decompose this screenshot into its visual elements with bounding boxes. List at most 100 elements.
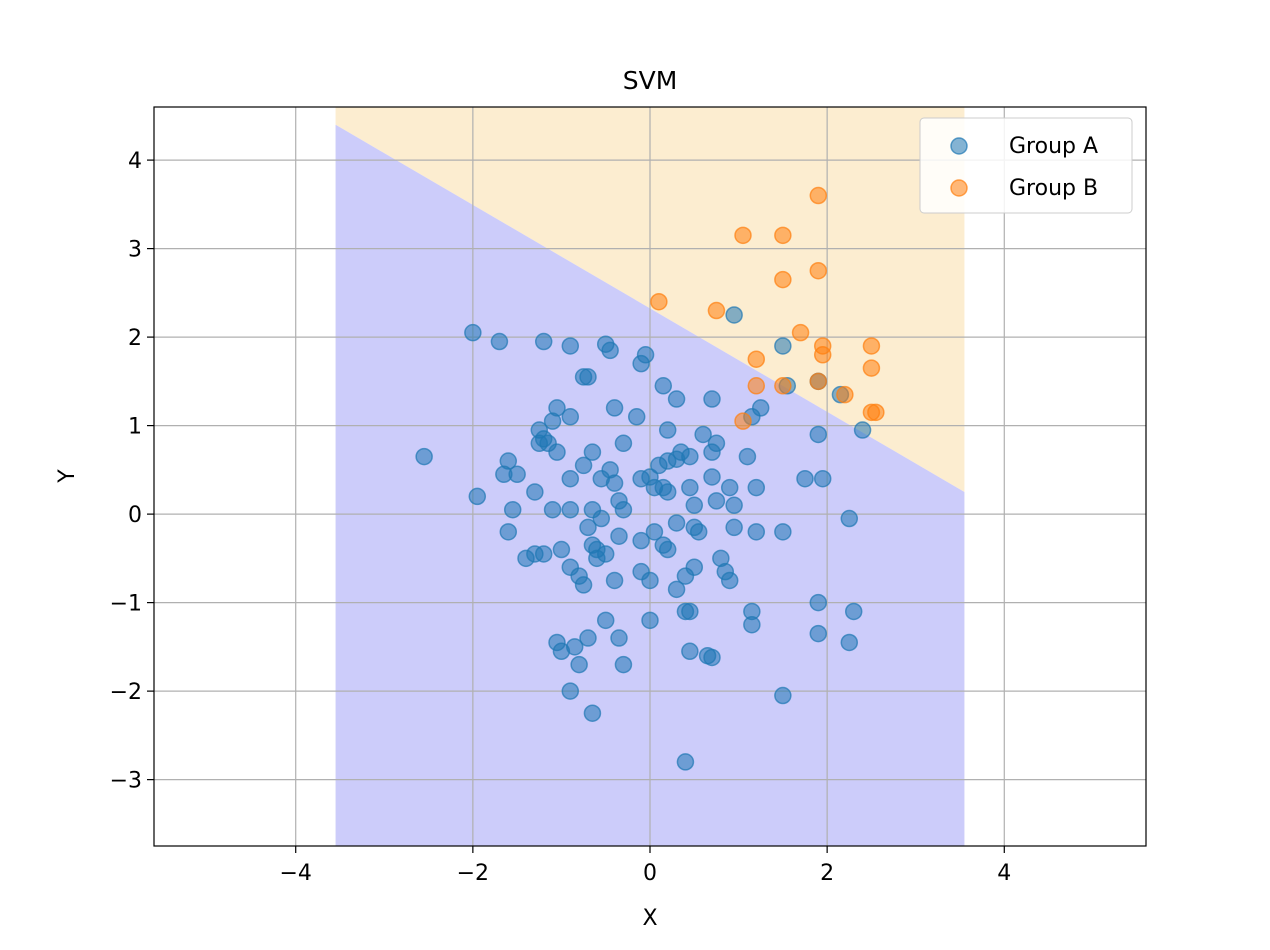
point-group-a — [579, 518, 597, 537]
point-group-a — [703, 468, 721, 486]
point-group-a — [552, 540, 571, 559]
point-group-a — [667, 580, 686, 599]
point-group-a — [667, 390, 686, 408]
legend-marker-group-a — [950, 137, 968, 155]
point-group-b — [774, 377, 792, 395]
point-group-a — [565, 638, 584, 656]
point-group-b — [734, 412, 752, 430]
x-tick-label: 0 — [643, 861, 657, 886]
point-group-b — [774, 270, 792, 289]
point-group-a — [614, 655, 633, 674]
point-group-a — [561, 408, 580, 426]
point-group-a — [534, 545, 553, 563]
point-group-a — [689, 523, 708, 541]
point-group-b — [774, 226, 792, 245]
point-group-a — [676, 753, 695, 771]
point-group-b — [862, 359, 881, 377]
point-group-a — [601, 341, 619, 360]
point-group-a — [725, 496, 743, 515]
point-group-a — [774, 686, 792, 705]
point-group-a — [853, 421, 872, 439]
point-group-a — [738, 447, 757, 466]
point-group-a — [574, 576, 593, 594]
point-group-a — [844, 602, 863, 621]
point-group-b — [813, 346, 832, 364]
point-group-a — [632, 354, 650, 373]
point-group-a — [583, 704, 602, 722]
point-group-a — [809, 624, 828, 643]
point-group-a — [561, 682, 580, 700]
point-group-a — [747, 523, 766, 541]
point-group-a — [725, 306, 743, 324]
point-group-a — [813, 469, 832, 488]
point-group-a — [796, 469, 814, 488]
point-group-a — [667, 450, 686, 468]
point-group-b — [747, 350, 766, 368]
point-group-a — [508, 465, 526, 484]
point-group-a — [681, 642, 699, 661]
point-group-a — [596, 545, 615, 563]
point-group-a — [543, 500, 562, 519]
point-group-a — [592, 509, 611, 528]
point-group-a — [526, 483, 544, 501]
point-group-a — [809, 593, 828, 612]
point-group-a — [747, 478, 766, 497]
point-group-b — [809, 372, 828, 391]
point-group-b — [707, 301, 726, 320]
point-group-a — [658, 540, 677, 559]
legend-marker-group-b — [950, 179, 968, 197]
point-group-b — [836, 385, 854, 404]
point-group-a — [658, 483, 677, 501]
axis-ticks: −4 −2 0 2 4 −3 −2 −1 0 1 2 3 4 — [110, 149, 1012, 886]
point-group-a — [809, 425, 828, 444]
y-tick-label: 0 — [128, 503, 142, 528]
point-group-a — [464, 323, 482, 342]
point-group-b — [747, 377, 766, 395]
y-axis-label: Y — [55, 469, 80, 484]
point-group-a — [685, 558, 704, 576]
point-group-a — [579, 629, 597, 647]
x-tick-label: −2 — [457, 861, 489, 886]
point-group-a — [685, 496, 704, 515]
point-group-a — [610, 629, 628, 647]
point-group-a — [774, 337, 792, 355]
point-group-a — [645, 523, 664, 541]
legend-label-group-a: Group A — [1009, 134, 1098, 159]
point-group-a — [840, 633, 859, 652]
point-group-a — [468, 487, 487, 506]
chart-title: SVM — [623, 66, 678, 95]
y-tick-label: 3 — [128, 238, 142, 263]
point-group-a — [596, 611, 615, 630]
point-group-a — [605, 474, 624, 492]
point-group-b — [809, 186, 828, 205]
point-group-b — [650, 292, 668, 311]
point-group-a — [774, 523, 792, 541]
point-group-a — [703, 648, 721, 667]
point-group-a — [694, 425, 712, 444]
point-group-a — [703, 390, 721, 408]
point-group-a — [583, 443, 602, 461]
point-group-a — [703, 443, 721, 461]
x-axis-label: X — [642, 906, 657, 931]
x-tick-label: 4 — [997, 861, 1011, 886]
point-group-a — [610, 527, 628, 545]
point-group-a — [574, 456, 593, 475]
point-group-a — [641, 611, 659, 630]
point-group-a — [503, 500, 522, 519]
point-group-b — [809, 261, 828, 280]
y-tick-label: −2 — [110, 680, 142, 705]
point-group-a — [632, 531, 650, 550]
point-group-a — [725, 518, 743, 537]
point-group-a — [681, 602, 699, 621]
y-tick-label: −1 — [110, 592, 142, 617]
point-group-a — [570, 655, 588, 674]
point-group-b — [862, 337, 881, 355]
point-group-a — [605, 399, 624, 417]
point-group-a — [534, 332, 553, 351]
point-group-b — [791, 323, 810, 342]
point-group-a — [654, 377, 673, 395]
legend-box — [919, 117, 1133, 214]
point-group-b — [734, 226, 752, 245]
point-group-a — [490, 332, 509, 351]
